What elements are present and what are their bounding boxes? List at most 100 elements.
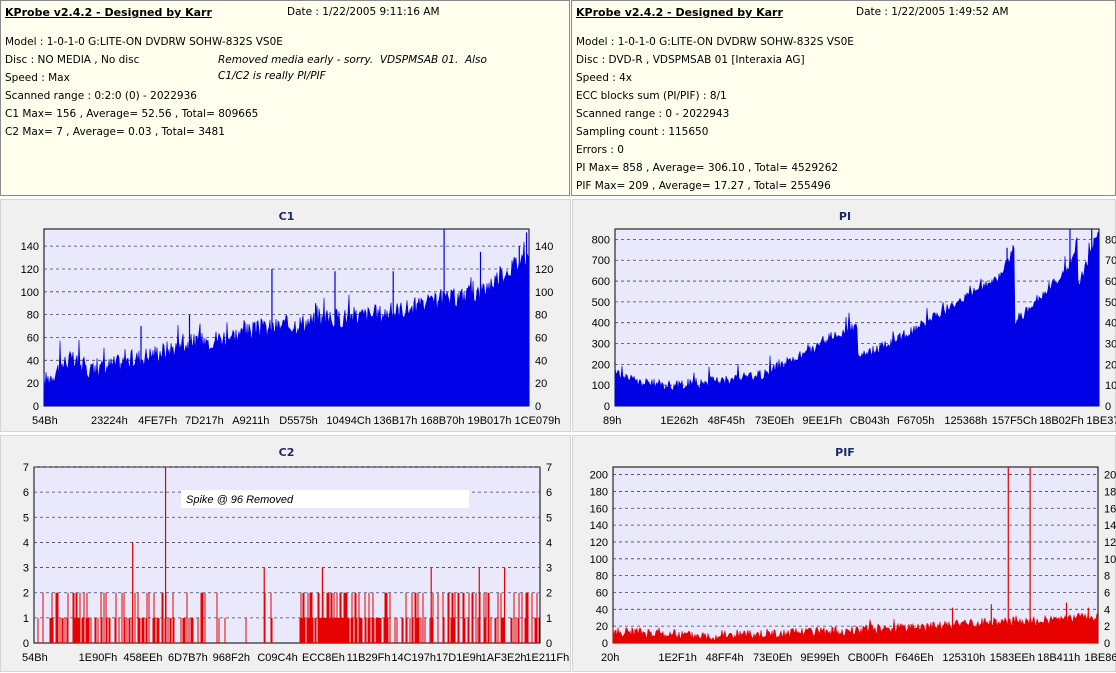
c1-ytick-right: 80 [535, 310, 547, 322]
c2-ytick-left: 1 [23, 613, 29, 625]
pif-ytick-left: 0 [602, 638, 608, 650]
c2-ytick-left: 5 [23, 512, 29, 524]
c1-ytick-left: 0 [33, 401, 39, 413]
c1-ytick-right: 140 [535, 241, 553, 253]
info-scanned-range: Scanned range : 0:2:0 (0) - 2022936 [5, 90, 197, 102]
c2-ytick-left: 6 [23, 487, 29, 499]
pif-xtick: 1BE867h [1084, 652, 1116, 664]
info-sampling-count: Sampling count : 115650 [576, 126, 709, 138]
pi-chart-panel: PI 0 0 100 10 200 20 300 30 400 40 500 50 600 60 700 70 8… [572, 199, 1116, 432]
pif-ytick-left: 160 [590, 503, 608, 515]
c2-xtick: 458EEh [123, 652, 162, 664]
info-disc: Disc : NO MEDIA , No disc [5, 54, 140, 66]
c2-xtick: 54Bh [22, 652, 48, 664]
pi-ytick-left: 100 [592, 380, 610, 392]
c2-ytick-right: 1 [546, 613, 552, 625]
c1-chart-panel: C1 0 0 20 20 40 40 60 60 80 80 100 100 120 120 140 140 54… [0, 199, 571, 432]
pif-ytick-right: 16 [1104, 503, 1116, 515]
c1-ytick-left: 100 [21, 287, 39, 299]
pi-ytick-right: 50 [1105, 297, 1116, 309]
pif-xtick: CB00Fh [848, 652, 888, 664]
pif-xtick: 48FF4h [706, 652, 744, 664]
pif-ytick-left: 80 [596, 571, 608, 583]
pi-xtick: 1BE37Eh [1086, 415, 1116, 427]
pi-chart-title: PI [839, 210, 851, 223]
c1-xtick: 168B70h [420, 415, 464, 427]
pif-ytick-right: 4 [1104, 604, 1110, 616]
pi-xtick: 1E262h [660, 415, 698, 427]
c2-ytick-left: 4 [23, 537, 29, 549]
c2-chart-panel: C2 0 0 1 1 2 2 3 3 4 4 5 5 6 6 7 7 54Bh 1E90Fh 458EEh 6D7B7h… [0, 435, 571, 672]
c1-ytick-right: 120 [535, 264, 553, 276]
c1-ytick-right: 60 [535, 332, 547, 344]
c2-xtick: 14C197h [391, 652, 436, 664]
c1-xtick: 19B017h [467, 415, 511, 427]
pif-ytick-left: 40 [596, 604, 608, 616]
pif-xtick: 1E2F1h [658, 652, 697, 664]
c2-ytick-right: 0 [546, 638, 552, 650]
c2-annotation-box [181, 490, 469, 508]
info-errors: Errors : 0 [576, 144, 624, 156]
pi-xtick: 9EE1Fh [802, 415, 842, 427]
c1-ytick-right: 0 [535, 401, 541, 413]
pi-xtick: 89h [603, 415, 621, 427]
pi-ytick-left: 200 [592, 359, 610, 371]
left-info-panel: KProbe v2.4.2 - Designed by Karr Date : … [0, 0, 570, 196]
c2-chart: C2 0 0 1 1 2 2 3 3 4 4 5 5 6 6 7 7 54Bh 1E90Fh 458EEh 6D7B7h… [22, 446, 569, 664]
pif-chart-title: PIF [835, 446, 855, 459]
pi-ytick-right: 0 [1105, 401, 1111, 413]
right-info-title: KProbe v2.4.2 - Designed by Karr [576, 6, 783, 19]
pif-plot-area [612, 466, 1099, 644]
pif-xtick: 73E0Eh [753, 652, 792, 664]
info-speed: Speed : 4x [576, 72, 633, 84]
pif-ytick-right: 12 [1104, 537, 1116, 549]
pif-xtick: 18B411h [1037, 652, 1080, 664]
info-pif-stats: PIF Max= 209 , Average= 17.27 , Total= 2… [576, 180, 831, 192]
c2-xtick: 1AF3E2h [481, 652, 527, 664]
c2-ytick-right: 4 [546, 537, 552, 549]
info-ecc-blocks: ECC blocks sum (PI/PIF) : 8/1 [576, 90, 727, 102]
pif-ytick-right: 10 [1104, 554, 1116, 566]
c1-chart: C1 0 0 20 20 40 40 60 60 80 80 100 100 120 120 140 140 54… [21, 210, 561, 427]
info-model: Model : 1-0-1-0 G:LITE-ON DVDRW SOHW-832… [5, 36, 283, 48]
pif-chart-panel: PIF 0 0 20 2 40 4 60 6 80 8 100 10 120 12 140 14 160 16 180… [572, 435, 1116, 672]
left-info-date: Date : 1/22/2005 9:11:16 AM [287, 6, 440, 18]
pif-ytick-left: 60 [596, 587, 608, 599]
pi-series-area [614, 231, 1100, 407]
pi-ytick-left: 400 [592, 318, 610, 330]
info-c1-stats: C1 Max= 156 , Average= 52.56 , Total= 80… [5, 108, 259, 120]
pif-ytick-right: 2 [1104, 621, 1110, 633]
pi-ytick-left: 600 [592, 276, 610, 288]
c2-ytick-right: 2 [546, 588, 552, 600]
pif-xtick: 125310h [942, 652, 985, 664]
c1-xtick: A9211h [232, 415, 269, 427]
c1-xtick: 54Bh [32, 415, 58, 427]
pi-ytick-right: 30 [1105, 339, 1116, 351]
c2-ytick-left: 3 [23, 563, 29, 575]
left-info-note: Removed media early - sorry. VDSPMSAB 01… [218, 54, 487, 82]
pif-ytick-left: 140 [590, 520, 608, 532]
pi-xtick: CB043h [850, 415, 890, 427]
c2-xtick: 11B29Fh [347, 652, 391, 664]
c1-ytick-left: 20 [27, 378, 39, 390]
pif-ytick-left: 100 [590, 554, 608, 566]
pif-chart: PIF 0 0 20 2 40 4 60 6 80 8 100 10 120 12 140 14 160 16 180… [590, 446, 1116, 664]
c2-xtick: 6D7B7h [168, 652, 208, 664]
pif-ytick-left: 180 [590, 486, 608, 498]
pi-ytick-right: 40 [1105, 318, 1116, 330]
pif-ytick-right: 0 [1104, 638, 1110, 650]
c1-ytick-right: 100 [535, 287, 553, 299]
c1-ytick-left: 80 [27, 310, 39, 322]
pi-ytick-right: 60 [1105, 276, 1116, 288]
pi-xtick: 48F45h [708, 415, 745, 427]
right-info-date: Date : 1/22/2005 1:49:52 AM [856, 6, 1009, 18]
c1-xtick: 23224h [91, 415, 128, 427]
c1-ytick-right: 40 [535, 355, 547, 367]
left-info-lines: Model : 1-0-1-0 G:LITE-ON DVDRW SOHW-832… [5, 33, 283, 141]
c2-ytick-left: 7 [23, 462, 29, 474]
c2-xtick: 1E211Fh [525, 652, 569, 664]
c1-xtick: 1CE079h [515, 415, 561, 427]
c1-chart-title: C1 [279, 210, 295, 223]
pif-xtick: 1583EEh [990, 652, 1035, 664]
info-scanned-range: Scanned range : 0 - 2022943 [576, 108, 730, 120]
